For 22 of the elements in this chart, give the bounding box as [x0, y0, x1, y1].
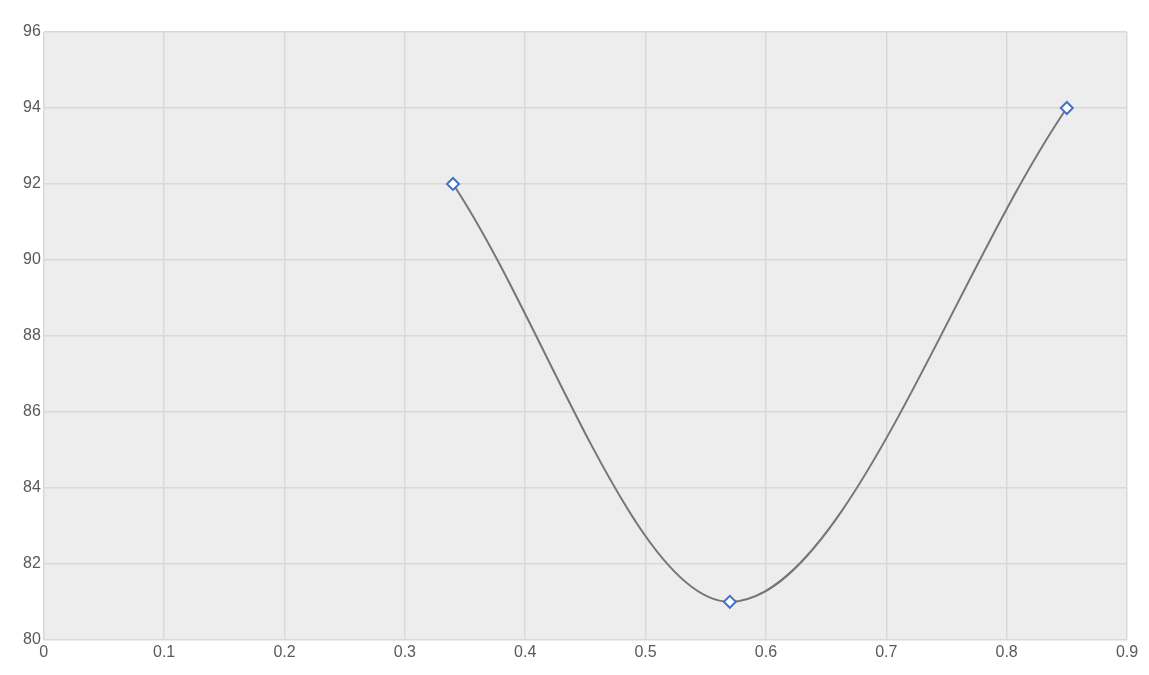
- y-tick-label: 96: [23, 22, 41, 40]
- x-tick-label: 0.5: [634, 642, 657, 660]
- x-tick-label: 0.8: [995, 642, 1018, 660]
- x-tick-label: 0.1: [153, 642, 176, 660]
- x-tick-label: 0: [39, 642, 49, 660]
- y-tick-label: 90: [23, 250, 41, 268]
- y-tick-label: 94: [23, 98, 41, 116]
- y-tick-label: 84: [23, 478, 41, 496]
- x-tick-label: 0.3: [393, 642, 417, 660]
- point: [446, 176, 461, 191]
- point: [1059, 100, 1074, 115]
- x-tick-label: 0.9: [1115, 642, 1139, 660]
- y-tick-label: 80: [23, 630, 41, 648]
- x-tick-label: 0.4: [514, 642, 537, 660]
- x-tick-label: 0.2: [273, 642, 296, 660]
- y-tick-label: 86: [23, 402, 41, 420]
- x-tick-label: 0.7: [875, 642, 898, 660]
- y-tick-label: 88: [23, 326, 41, 344]
- y-tick-label: 92: [23, 174, 41, 192]
- point: [722, 594, 737, 609]
- x-tick-label: 0.6: [754, 642, 778, 660]
- y-tick-label: 82: [23, 554, 41, 572]
